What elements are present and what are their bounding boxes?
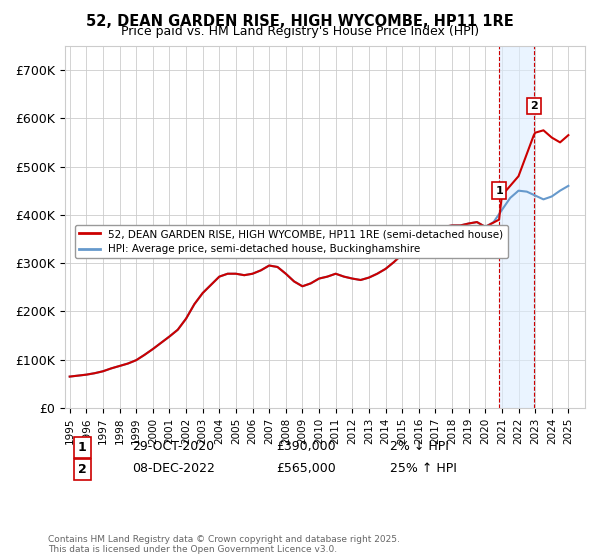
Text: £565,000: £565,000 <box>276 462 336 475</box>
Text: 2: 2 <box>530 101 538 111</box>
Text: 1: 1 <box>78 441 87 454</box>
Text: 29-OCT-2020: 29-OCT-2020 <box>132 440 214 452</box>
Text: 25% ↑ HPI: 25% ↑ HPI <box>390 462 457 475</box>
Text: Contains HM Land Registry data © Crown copyright and database right 2025.
This d: Contains HM Land Registry data © Crown c… <box>48 535 400 554</box>
Text: 1: 1 <box>495 185 503 195</box>
Bar <box>499 46 534 408</box>
Text: 2% ↓ HPI: 2% ↓ HPI <box>390 440 449 452</box>
Text: £390,000: £390,000 <box>276 440 335 452</box>
Text: 08-DEC-2022: 08-DEC-2022 <box>132 462 215 475</box>
Text: Price paid vs. HM Land Registry's House Price Index (HPI): Price paid vs. HM Land Registry's House … <box>121 25 479 38</box>
Text: 52, DEAN GARDEN RISE, HIGH WYCOMBE, HP11 1RE: 52, DEAN GARDEN RISE, HIGH WYCOMBE, HP11… <box>86 14 514 29</box>
Text: 2: 2 <box>78 463 87 476</box>
Legend: 52, DEAN GARDEN RISE, HIGH WYCOMBE, HP11 1RE (semi-detached house), HPI: Average: 52, DEAN GARDEN RISE, HIGH WYCOMBE, HP11… <box>75 225 508 258</box>
